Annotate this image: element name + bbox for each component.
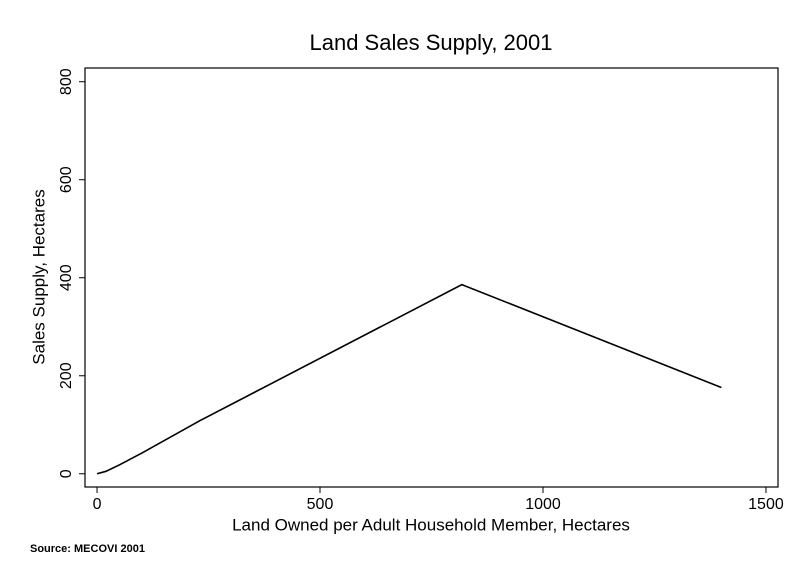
plot-frame <box>84 67 779 488</box>
chart-title: Land Sales Supply, 2001 <box>310 30 553 55</box>
data-line <box>96 283 722 475</box>
x-tick-label: 1000 <box>525 496 561 513</box>
y-tick-label: 600 <box>58 166 75 193</box>
x-tick-label: 1500 <box>748 496 784 513</box>
x-axis-label: Land Owned per Adult Household Member, H… <box>232 515 630 534</box>
y-tick-label: 0 <box>58 469 75 478</box>
x-tick-label: 500 <box>307 496 334 513</box>
y-tick-label: 800 <box>58 68 75 95</box>
y-tick-label: 200 <box>58 362 75 389</box>
y-tick-label: 400 <box>58 264 75 291</box>
source-note: Source: MECOVI 2001 <box>30 543 145 555</box>
x-tick-label: 0 <box>93 496 102 513</box>
y-axis-label: Sales Supply, Hectares <box>29 189 48 364</box>
